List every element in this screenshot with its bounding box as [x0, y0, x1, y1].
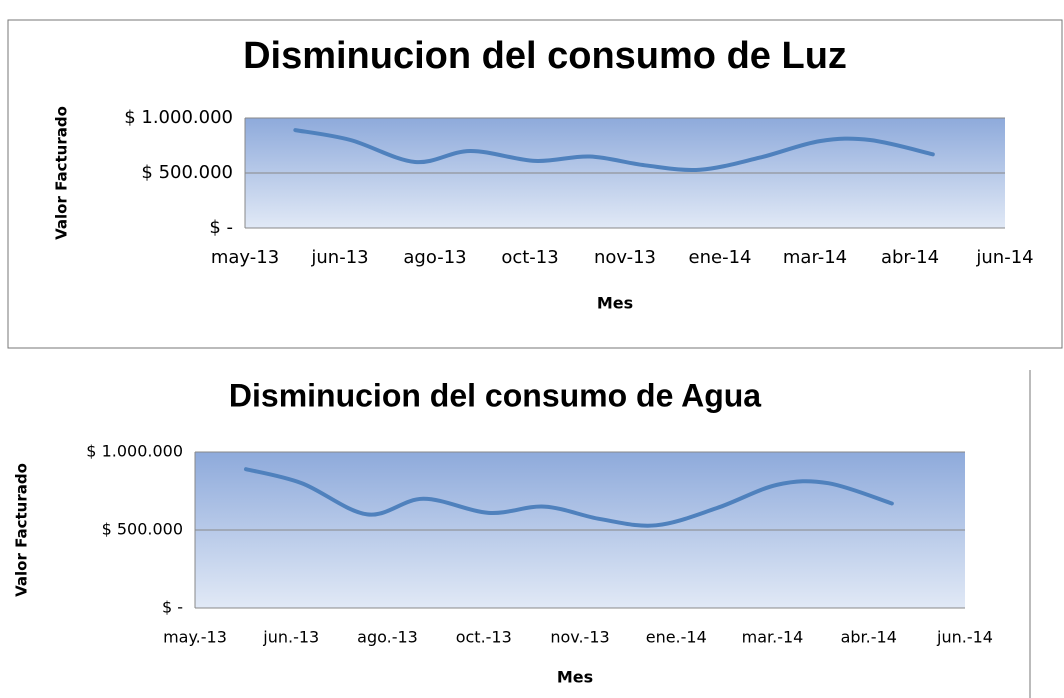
y-axis-label: Valor Facturado: [53, 106, 71, 240]
y-tick-label: $ -: [162, 598, 183, 617]
series-line: [244, 467, 894, 528]
x-tick-label: nov.-13: [550, 628, 609, 647]
x-tick-label: ene-14: [689, 247, 752, 268]
x-tick-label: ago-13: [403, 247, 466, 268]
x-tick-label: abr.-14: [841, 628, 897, 647]
x-tick-label: jun.-13: [262, 628, 319, 647]
y-tick-label: $ -: [209, 217, 233, 238]
x-tick-label: mar.-14: [742, 628, 804, 647]
x-tick-label: jun-13: [310, 247, 368, 268]
chart-title: Disminucion del consumo de Luz: [243, 35, 847, 77]
x-tick-label: ago.-13: [357, 628, 418, 647]
series-line: [293, 128, 935, 172]
x-tick-label: may-13: [211, 247, 279, 268]
x-tick-label: abr-14: [881, 247, 939, 268]
y-tick-label: $ 500.000: [141, 162, 233, 183]
x-tick-label: mar-14: [783, 247, 847, 268]
x-tick-label: may.-13: [163, 628, 227, 647]
x-tick-label: nov-13: [594, 247, 656, 268]
x-axis-label: Mes: [557, 668, 593, 687]
x-tick-label: jun.-14: [936, 628, 993, 647]
x-tick-label: jun-14: [975, 247, 1033, 268]
chart-border: [7, 19, 1063, 349]
y-axis-label: Valor Facturado: [13, 463, 31, 597]
x-axis-label: Mes: [597, 294, 633, 313]
y-tick-label: $ 500.000: [102, 520, 183, 539]
x-tick-label: oct-13: [501, 247, 558, 268]
y-tick-label: $ 1.000.000: [124, 107, 233, 128]
x-tick-label: oct.-13: [456, 628, 512, 647]
chart-title: Disminucion del consumo de Agua: [229, 377, 761, 413]
y-tick-label: $ 1.000.000: [86, 442, 183, 461]
x-tick-label: ene.-14: [646, 628, 707, 647]
